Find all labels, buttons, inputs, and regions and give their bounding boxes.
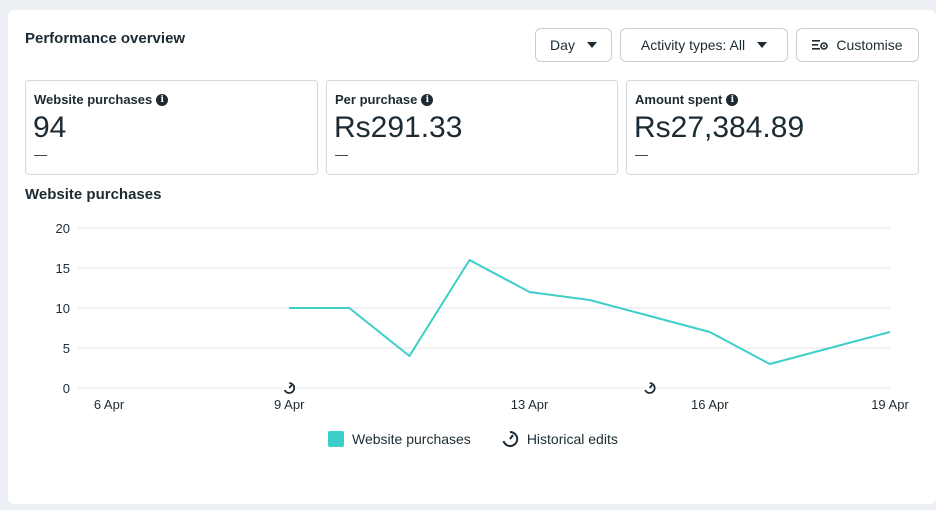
- x-tick-label: 19 Apr: [871, 397, 909, 412]
- line-chart: 0 5 10 15 20 6 Apr 9 Apr 13 Apr 16 Apr 19 Apr: [56, 221, 910, 412]
- metric-delta: —: [34, 147, 47, 162]
- legend-item-website-purchases[interactable]: Website purchases: [328, 431, 471, 447]
- metric-value: Rs27,384.89: [634, 111, 805, 144]
- y-tick-label: 5: [63, 341, 70, 356]
- legend-edits-label: Historical edits: [526, 431, 618, 447]
- historical-edits-icon: [502, 430, 518, 447]
- x-tick-label: 9 Apr: [274, 397, 305, 412]
- customise-button[interactable]: Customise: [796, 28, 919, 62]
- metric-label: Website purchases: [34, 92, 153, 107]
- caret-down-icon: [757, 42, 768, 48]
- info-icon[interactable]: i: [421, 93, 434, 106]
- series-swatch: [328, 431, 344, 447]
- x-tick-label: 6 Apr: [94, 397, 125, 412]
- y-tick-label: 15: [56, 261, 70, 276]
- legend-series-label: Website purchases: [352, 431, 471, 447]
- chart-legend: Website purchases Historical edits: [328, 430, 618, 448]
- x-tick-label: 13 Apr: [511, 397, 549, 412]
- day-label: Day: [550, 37, 575, 53]
- historical-edit-marker[interactable]: [643, 382, 656, 394]
- metric-value: 94: [33, 111, 67, 144]
- metric-label: Per purchase: [335, 92, 418, 107]
- y-tick-label: 10: [56, 301, 70, 316]
- chart-title: Website purchases: [25, 186, 162, 203]
- metric-card-amount-spent[interactable]: Amount spent i Rs27,384.89 —: [626, 80, 919, 175]
- day-dropdown[interactable]: Day: [535, 28, 612, 62]
- activity-types-dropdown[interactable]: Activity types: All: [620, 28, 788, 62]
- historical-edit-marker[interactable]: [283, 382, 296, 394]
- x-tick-label: 16 Apr: [691, 397, 729, 412]
- series-line: [289, 259, 891, 365]
- metric-card-website-purchases[interactable]: Website purchases i 94 —: [25, 80, 318, 175]
- metric-delta: —: [635, 147, 648, 162]
- legend-item-historical-edits[interactable]: Historical edits: [501, 430, 618, 448]
- activity-types-label: Activity types: All: [640, 37, 746, 53]
- y-tick-label: 0: [63, 381, 70, 396]
- metric-card-per-purchase[interactable]: Per purchase i Rs291.33 —: [326, 80, 618, 175]
- metric-delta: —: [335, 147, 348, 162]
- page-title: Performance overview: [25, 30, 186, 47]
- metric-label: Amount spent: [635, 92, 723, 107]
- caret-down-icon: [586, 42, 597, 48]
- customise-label: Customise: [836, 37, 903, 53]
- performance-overview-card: Performance overview Day Activity types:…: [8, 10, 936, 504]
- y-tick-label: 20: [56, 221, 70, 236]
- info-icon[interactable]: i: [726, 93, 739, 106]
- metric-value: Rs291.33: [334, 111, 463, 144]
- customise-settings-icon: [812, 40, 829, 50]
- info-icon[interactable]: i: [156, 93, 169, 106]
